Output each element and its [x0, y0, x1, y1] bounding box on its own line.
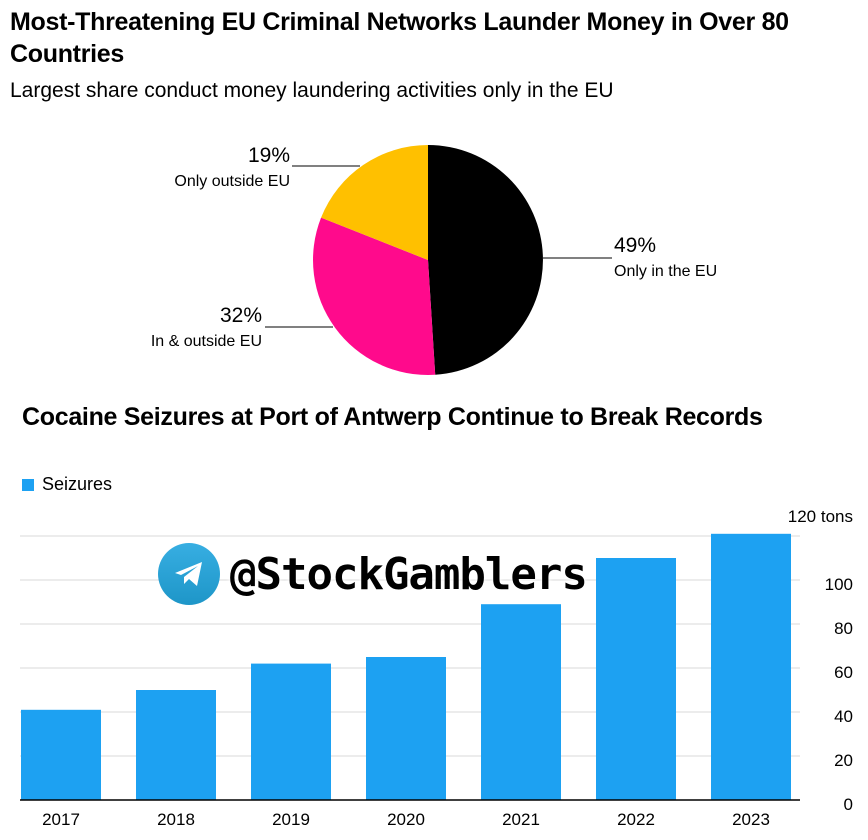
- bar-2023: [711, 533, 791, 800]
- y-tick-label: 40: [834, 707, 853, 726]
- y-tick-label: 100: [825, 575, 853, 594]
- x-tick-label: 2019: [272, 810, 310, 829]
- bar-2021: [481, 604, 561, 800]
- legend-label-seizures: Seizures: [42, 474, 113, 494]
- pie-slice-label: Only in the EU: [614, 263, 717, 280]
- pie-slice-label: Only outside EU: [174, 173, 290, 190]
- bar-2019: [251, 663, 331, 800]
- bar-2018: [136, 690, 216, 800]
- x-tick-label: 2020: [387, 810, 425, 829]
- watermark: @StockGamblers: [158, 543, 588, 605]
- pie-slice-only-outside-eu: [321, 145, 428, 260]
- pie-value-label: 49%: [614, 234, 656, 257]
- bar-2020: [366, 657, 446, 800]
- y-tick-label: 60: [834, 663, 853, 682]
- pie-chart-subtitle: Largest share conduct money laundering a…: [10, 79, 614, 102]
- bar-chart-legend: Seizures: [22, 474, 112, 495]
- bar-2017: [21, 709, 101, 800]
- bar-2022: [596, 558, 676, 800]
- x-tick-label: 2017: [42, 810, 80, 829]
- y-tick-label: 0: [844, 795, 853, 814]
- x-tick-label: 2021: [502, 810, 540, 829]
- y-tick-label: 80: [834, 619, 853, 638]
- y-tick-label: 20: [834, 751, 853, 770]
- bar-chart-title: Cocaine Seizures at Port of Antwerp Cont…: [22, 403, 763, 431]
- x-tick-label: 2018: [157, 810, 195, 829]
- pie-chart-title: Most-Threatening EU Criminal Networks La…: [10, 8, 789, 68]
- pie-slice-in-outside-eu: [313, 217, 436, 375]
- x-tick-label: 2022: [617, 810, 655, 829]
- telegram-icon: [158, 543, 220, 605]
- y-tick-label: 120 tons: [788, 507, 853, 526]
- legend-swatch-seizures: [22, 478, 34, 491]
- watermark-text: @StockGamblers: [230, 548, 588, 600]
- pie-value-label: 19%: [248, 144, 290, 167]
- x-tick-label: 2023: [732, 810, 770, 829]
- pie-slice-only-in-the-eu: [428, 145, 543, 375]
- pie-slice-label: In & outside EU: [151, 333, 262, 350]
- pie-value-label: 32%: [220, 304, 262, 327]
